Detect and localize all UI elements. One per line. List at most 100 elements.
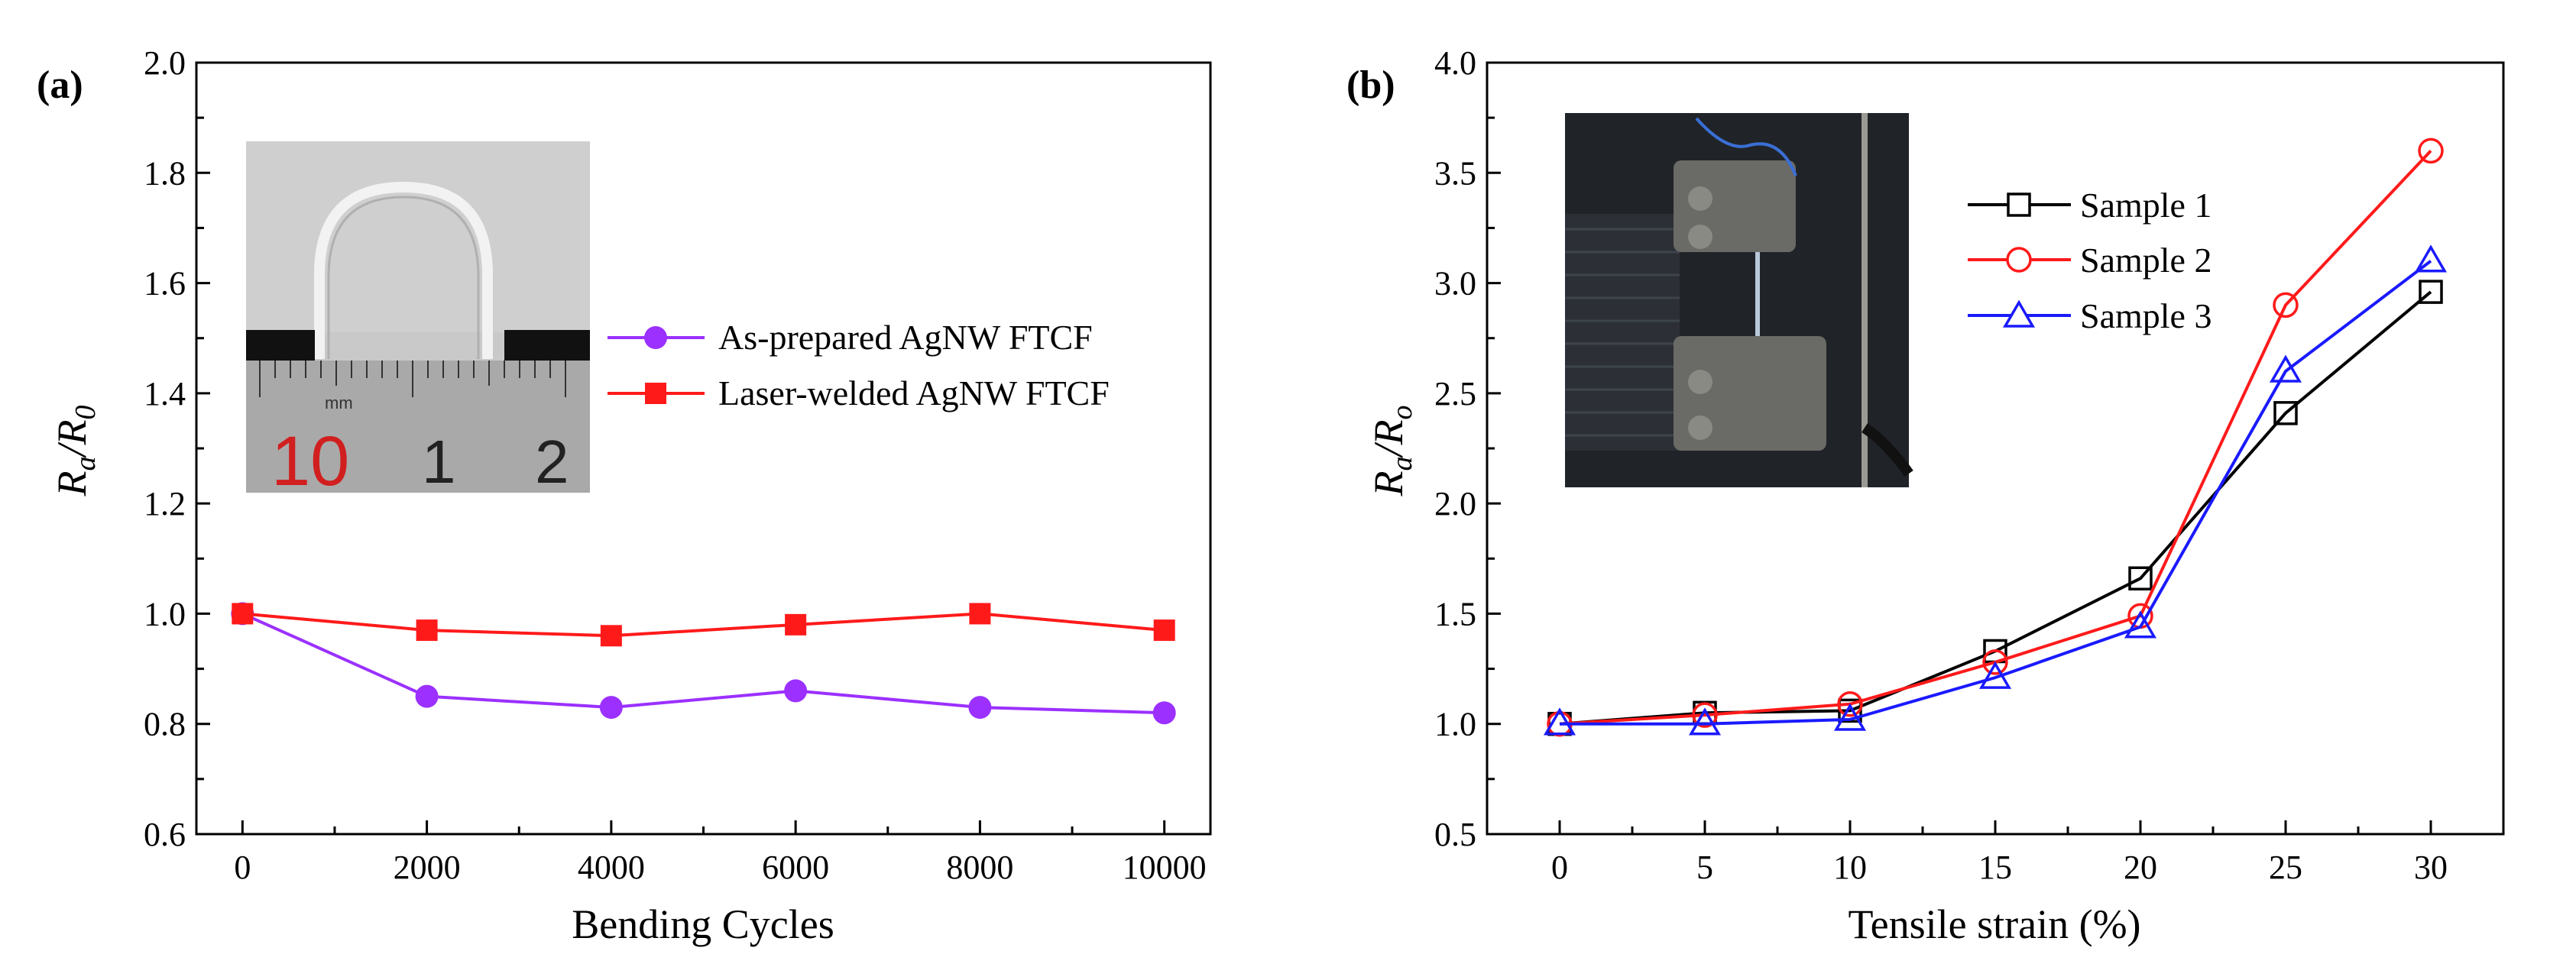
legend-item-sample-2: Sample 2 [1968, 241, 2211, 280]
panel-b-series-1-point-5 [2273, 292, 2299, 319]
panel-a-x-axis-label: Bending Cycles [572, 901, 834, 947]
panel-a-chart: (a) 0 2000 4000 6000 8000 10000 0.6 0.8 1.0 1.2 1.… [37, 44, 1212, 947]
panel-a-y-tick-label-2: 1.0 [144, 595, 186, 632]
panel-b-y-tick-label-0: 0.5 [1434, 816, 1476, 853]
panel-b-x-tick-label-5: 25 [2269, 849, 2302, 886]
panel-a-series-0-point-4 [968, 696, 992, 720]
panel-b-x-tick-label-2: 10 [1833, 849, 1867, 886]
panel-a-series-0-point-5 [1152, 701, 1176, 725]
panel-a-y-axis-label: Ra/R0 [49, 406, 102, 497]
panel-a-y-tick-label-7: 2.0 [144, 44, 186, 82]
panel-a-series-1-point-2 [600, 625, 622, 647]
panel-b-series [1543, 137, 2448, 737]
panel-b-x-tick-label-6: 30 [2414, 849, 2448, 886]
inset-a-black-clamp-right [504, 330, 590, 361]
panel-a-y-tick-label-6: 1.8 [144, 154, 186, 192]
inset-b-heatsink-fins [1565, 228, 1680, 437]
panel-b-series-1-point-3 [1982, 649, 2008, 675]
legend-marker-sample-3 [2002, 299, 2036, 328]
legend-item-as-prepared: As-prepared AgNW FTCF [608, 318, 1093, 357]
panel-a-x-tick-label-5: 10000 [1123, 849, 1207, 886]
inset-a-wall [246, 141, 590, 332]
panel-b-series-2-point-2 [1833, 703, 1867, 731]
panel-a-x-tick-label-0: 0 [234, 849, 251, 886]
panel-b-series-2-point-5 [2269, 354, 2302, 383]
legend-label-laser-welded: Laser-welded AgNW FTCF [718, 374, 1110, 412]
inset-b-blue-wire [1695, 117, 1797, 176]
inset-b-lower-screw-2 [1688, 416, 1712, 440]
panel-b-inset-photo [1565, 113, 1913, 487]
inset-b-heatsink-top [1565, 214, 1680, 451]
inset-b-black-cable [1862, 423, 1913, 477]
legend-item-laser-welded: Laser-welded AgNW FTCF [608, 374, 1110, 412]
panel-b-y-label-r: R [1366, 471, 1411, 497]
panel-a-y-label-sub-a: a [70, 457, 102, 471]
inset-a-ruler-10: 10 [271, 422, 349, 500]
panel-a-series [231, 602, 1176, 725]
panel-b-series-2-point-4 [2124, 610, 2157, 639]
panel-a-axes: 0 2000 4000 6000 8000 10000 0.6 0.8 1.0 1.2 1.4 1.6… [144, 44, 1207, 886]
panel-b-legend: Sample 1 Sample 2 Sample 3 [1968, 186, 2211, 335]
panel-a-series-1-point-5 [1153, 619, 1175, 642]
panel-b-series-2-point-6 [2414, 244, 2448, 273]
panel-b-y-tick-label-6: 3.5 [1434, 154, 1476, 192]
legend-item-sample-1: Sample 1 [1968, 186, 2211, 225]
panel-b-series-0-point-4 [2128, 566, 2153, 591]
inset-a-black-clamp-left [246, 330, 315, 361]
panel-a-series-0-point-3 [784, 679, 808, 703]
inset-b-lower-screw-1 [1688, 370, 1712, 394]
panel-b-series-1-point-1 [1692, 702, 1718, 728]
panel-a-x-tick-label-3: 6000 [762, 849, 829, 886]
panel-b-axes: 0 5 10 15 20 25 30 0.5 1.0 1.5 2.0 2.5 3.0 3.5 4.0 [1434, 44, 2448, 886]
panel-a-x-tick-label-1: 2000 [394, 849, 461, 886]
panel-b-label: (b) [1346, 63, 1395, 107]
panel-a-inset-photo: mm 10 1 2 [246, 141, 590, 500]
panel-a-x-tick-label-2: 4000 [578, 849, 645, 886]
panel-b-series-1-point-2 [1837, 691, 1863, 717]
panel-b-y-tick-label-2: 1.5 [1434, 595, 1476, 632]
panel-a-series-1-point-3 [785, 613, 807, 636]
panel-b-y-tick-label-1: 1.0 [1434, 706, 1476, 743]
panel-a-series-0-line [241, 612, 1165, 715]
inset-a-ruler-2: 2 [535, 428, 569, 496]
panel-b-series-2-line [1560, 260, 2432, 726]
inset-b-lower-clamp [1674, 336, 1826, 451]
panel-b-y-tick-label-5: 3.0 [1434, 265, 1476, 302]
panel-b-x-axis-label: Tensile strain (%) [1848, 901, 2140, 947]
panel-a-y-tick-label-3: 1.2 [144, 485, 186, 522]
panel-a-legend: As-prepared AgNW FTCF Laser-welded AgNW … [608, 318, 1110, 412]
panel-b-y-tick-label-7: 4.0 [1434, 44, 1476, 82]
panel-b-x-tick-label-0: 0 [1551, 849, 1568, 886]
panel-a-series-1-point-0 [232, 603, 254, 625]
panel-a-y-tick-label-5: 1.6 [144, 265, 186, 302]
panel-a-label: (a) [37, 63, 83, 107]
legend-marker-as-prepared [644, 326, 667, 349]
panel-a-x-tick-label-4: 8000 [946, 849, 1013, 886]
panel-a-series-1-point-4 [969, 603, 991, 625]
panel-a-series-0-point-2 [599, 696, 623, 720]
legend-marker-laser-welded [645, 383, 666, 404]
panel-a-series-1-line [242, 612, 1165, 638]
panel-b-y-label-sub-a: a [1386, 457, 1418, 471]
panel-b-series-1-point-6 [2418, 137, 2444, 164]
panel-a-y-label-sub-0: 0 [70, 406, 102, 420]
panel-b-series-2-point-0 [1543, 707, 1576, 736]
legend-marker-sample-1 [2007, 192, 2031, 217]
panel-a-y-tick-label-0: 0.6 [144, 816, 186, 853]
legend-label-as-prepared: As-prepared AgNW FTCF [718, 318, 1093, 357]
inset-a-ruler-ticks [259, 361, 566, 397]
legend-label-sample-1: Sample 1 [2080, 186, 2211, 225]
inset-b-upper-screw-1 [1688, 186, 1712, 211]
panel-b-x-tick-label-1: 5 [1696, 849, 1713, 886]
panel-a-y-label-r: R [49, 471, 95, 497]
panel-b-series-2-point-3 [1978, 661, 2012, 689]
panel-b-y-axis-label: Ra/Ro [1366, 406, 1418, 497]
panel-a-y-tick-label-1: 0.8 [144, 706, 186, 743]
panel-b-series-0-point-6 [2419, 280, 2443, 304]
legend-label-sample-3: Sample 3 [2080, 296, 2211, 335]
legend-label-sample-2: Sample 2 [2080, 241, 2211, 280]
panel-a-series-0-point-1 [415, 684, 439, 708]
legend-item-sample-3: Sample 3 [1968, 296, 2211, 335]
panel-b-y-tick-label-4: 2.5 [1434, 375, 1476, 412]
